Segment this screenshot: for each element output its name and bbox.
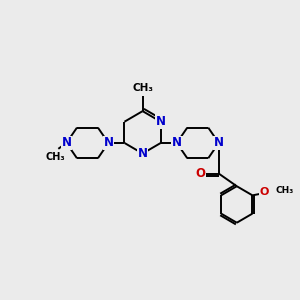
Text: CH₃: CH₃ xyxy=(132,83,153,94)
Text: N: N xyxy=(172,136,182,149)
Text: O: O xyxy=(260,188,269,197)
Text: N: N xyxy=(61,136,71,149)
Text: N: N xyxy=(214,136,224,149)
Text: O: O xyxy=(195,167,206,180)
Text: N: N xyxy=(103,136,113,149)
Text: N: N xyxy=(156,115,166,128)
Text: CH₃: CH₃ xyxy=(46,152,65,162)
Text: CH₃: CH₃ xyxy=(275,186,293,195)
Text: N: N xyxy=(138,147,148,160)
